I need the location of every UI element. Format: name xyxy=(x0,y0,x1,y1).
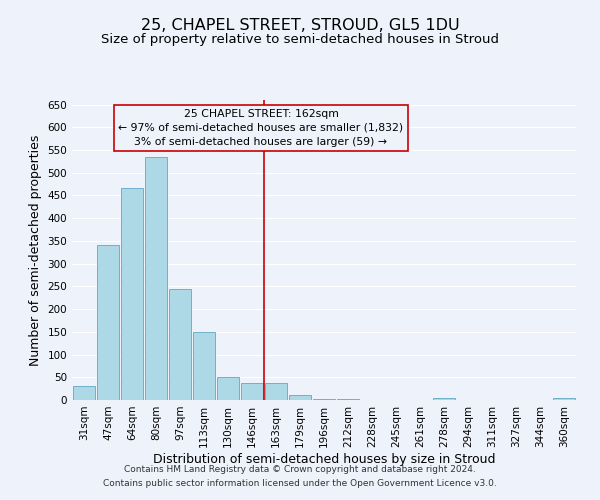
Bar xyxy=(289,394,311,400)
Text: Contains HM Land Registry data © Crown copyright and database right 2024.
Contai: Contains HM Land Registry data © Crown c… xyxy=(103,466,497,487)
Bar xyxy=(121,188,143,400)
Bar xyxy=(193,332,215,400)
Bar xyxy=(241,382,263,400)
Bar xyxy=(433,398,455,400)
Text: 25, CHAPEL STREET, STROUD, GL5 1DU: 25, CHAPEL STREET, STROUD, GL5 1DU xyxy=(140,18,460,32)
Bar xyxy=(553,398,575,400)
Y-axis label: Number of semi-detached properties: Number of semi-detached properties xyxy=(29,134,42,366)
Bar xyxy=(217,378,239,400)
Bar xyxy=(73,386,95,400)
Bar xyxy=(145,157,167,400)
Bar xyxy=(337,399,359,400)
Text: Size of property relative to semi-detached houses in Stroud: Size of property relative to semi-detach… xyxy=(101,32,499,46)
Bar xyxy=(97,246,119,400)
X-axis label: Distribution of semi-detached houses by size in Stroud: Distribution of semi-detached houses by … xyxy=(153,452,495,466)
Bar xyxy=(313,398,335,400)
Bar xyxy=(169,288,191,400)
Text: 25 CHAPEL STREET: 162sqm
← 97% of semi-detached houses are smaller (1,832)
3% of: 25 CHAPEL STREET: 162sqm ← 97% of semi-d… xyxy=(118,109,404,147)
Bar xyxy=(265,383,287,400)
